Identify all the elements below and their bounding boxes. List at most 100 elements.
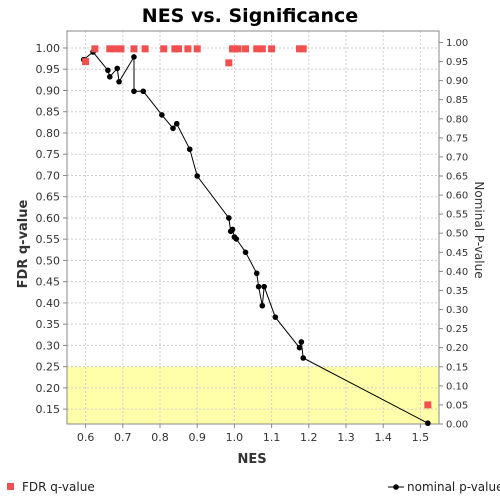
fdr-qvalue-point bbox=[268, 45, 276, 53]
x-tick-label: 0.9 bbox=[188, 431, 206, 444]
nominal-pvalue-point bbox=[226, 215, 232, 221]
nominal-pvalue-point bbox=[229, 226, 236, 233]
nominal-pvalue-point bbox=[272, 314, 279, 320]
plot-area bbox=[66, 30, 440, 427]
y-left-tick-label: 0.30 bbox=[36, 339, 61, 352]
nominal-pvalue-point bbox=[259, 302, 266, 309]
fdr-qvalue-point bbox=[225, 59, 233, 67]
y-left-tick-label: 1.00 bbox=[36, 42, 61, 55]
y-right-tick-label: 0.05 bbox=[446, 400, 468, 411]
fdr-qvalue-point bbox=[253, 45, 261, 53]
legend-label-nominal: nominal p-value bbox=[407, 480, 500, 494]
legend-item-fdr: FDR q-value bbox=[7, 480, 95, 494]
grid-lines bbox=[67, 31, 439, 424]
significance-band bbox=[67, 366, 439, 424]
y-axis-right-label: Nominal P-value bbox=[472, 181, 486, 278]
y-right-tick-label: 0.45 bbox=[446, 248, 468, 259]
x-tick-label: 0.8 bbox=[151, 431, 169, 444]
x-tick-label: 0.6 bbox=[77, 431, 95, 444]
x-tick-label: 0.7 bbox=[114, 431, 132, 444]
y-right-tick-label: 0.20 bbox=[446, 343, 468, 354]
y-right-tick-label: 1.00 bbox=[446, 38, 468, 49]
nominal-pvalue-point bbox=[106, 73, 113, 80]
nominal-pvalue-point bbox=[114, 65, 121, 72]
nominal-pvalue-point bbox=[253, 270, 260, 277]
y-right-tick-label: 0.95 bbox=[446, 57, 468, 68]
y-right-tick-label: 0.40 bbox=[446, 267, 468, 278]
y-right-tick-label: 0.65 bbox=[446, 171, 468, 182]
legend-circle-marker bbox=[393, 484, 399, 490]
nominal-pvalue-point bbox=[116, 78, 122, 85]
plot-border bbox=[66, 30, 440, 425]
y-left-tick-label: 0.15 bbox=[36, 403, 61, 416]
fdr-qvalue-point bbox=[117, 45, 125, 53]
fdr-qvalue-point bbox=[106, 45, 114, 53]
nominal-pvalue-point bbox=[298, 339, 305, 345]
y-right-tick-label: 0.75 bbox=[446, 133, 468, 144]
y-left-tick-label: 0.55 bbox=[36, 233, 61, 246]
x-axis-label: NES bbox=[237, 452, 266, 467]
nominal-pvalue-point bbox=[296, 344, 303, 351]
nominal-pvalue-point bbox=[242, 249, 249, 256]
fdr-qvalue-point bbox=[141, 45, 149, 53]
y-right-tick-label: 0.30 bbox=[446, 305, 468, 316]
y-left-tick-label: 0.70 bbox=[36, 169, 61, 182]
y-left-tick-label: 0.50 bbox=[36, 254, 61, 267]
y-right-tick-label: 0.35 bbox=[446, 286, 468, 297]
y-left-tick-label: 0.45 bbox=[36, 276, 61, 289]
y-left-tick-label: 0.35 bbox=[36, 318, 61, 331]
fdr-qvalue-point bbox=[424, 401, 432, 409]
x-tick-label: 1.4 bbox=[374, 431, 392, 444]
legend-label-fdr: FDR q-value bbox=[22, 480, 95, 494]
y-left-tick-label: 0.40 bbox=[36, 297, 61, 310]
nominal-pvalue-point bbox=[131, 88, 137, 95]
nominal-pvalue-point bbox=[300, 355, 307, 361]
nominal-pvalue-point bbox=[105, 67, 111, 74]
nominal-pvalue-point bbox=[261, 283, 267, 290]
x-tick-label: 1.1 bbox=[263, 431, 281, 444]
legend-square-marker bbox=[7, 483, 14, 490]
nominal-pvalue-point bbox=[131, 54, 137, 60]
fdr-qvalue-point bbox=[171, 45, 179, 53]
nominal-pvalue-point bbox=[140, 88, 147, 95]
nominal-pvalue-point bbox=[233, 236, 240, 242]
fdr-qvalue-point bbox=[296, 45, 303, 53]
y-axis-right: 0.00 0.05 0.10 0.15 0.20 0.25 0.30 0.35 0.40 0.45… bbox=[439, 38, 468, 431]
y-left-tick-label: 0.65 bbox=[36, 191, 61, 204]
y-axis-left-label: FDR q-value bbox=[16, 199, 31, 288]
fdr-qvalue-point bbox=[230, 45, 238, 53]
nominal-pvalue-point bbox=[173, 120, 180, 127]
fdr-qvalue-point bbox=[130, 45, 138, 53]
fdr-qvalue-point bbox=[299, 45, 307, 53]
y-left-tick-label: 0.75 bbox=[36, 148, 61, 161]
y-left-tick-label: 0.20 bbox=[36, 382, 61, 395]
nominal-pvalue-point bbox=[194, 173, 200, 179]
y-right-tick-label: 0.60 bbox=[446, 191, 468, 202]
x-tick-label: 1.5 bbox=[412, 431, 430, 444]
fdr-qvalue-point bbox=[193, 45, 201, 53]
y-right-tick-label: 0.10 bbox=[446, 381, 468, 392]
fdr-qvalue-point bbox=[258, 45, 266, 53]
fdr-qvalue-point bbox=[175, 45, 183, 53]
fdr-qvalue-point bbox=[160, 45, 168, 53]
nominal-pvalue-point bbox=[255, 283, 262, 290]
plot-background bbox=[67, 31, 439, 424]
fdr-qvalue-point bbox=[111, 45, 119, 53]
y-axis-left: 0.15 0.20 0.25 0.30 0.35 0.40 0.45 0.50 0.55 0.60… bbox=[36, 42, 67, 416]
chart-title: NES vs. Significance bbox=[142, 5, 358, 27]
y-left-tick-label: 0.90 bbox=[36, 84, 61, 97]
nominal-pvalue-point bbox=[170, 125, 176, 132]
fdr-qvalue-point bbox=[184, 45, 192, 53]
nominal-pvalue-point bbox=[159, 112, 165, 118]
x-axis: 0.6 0.7 0.8 0.9 1.0 1.1 1.2 1.3 1.4 1.5 bbox=[77, 424, 429, 444]
y-right-tick-label: 0.50 bbox=[446, 229, 468, 240]
legend: FDR q-value nominal p-value bbox=[7, 480, 500, 494]
x-tick-label: 1.0 bbox=[226, 431, 244, 444]
y-right-tick-label: 0.15 bbox=[446, 362, 468, 373]
y-left-tick-label: 0.95 bbox=[36, 63, 61, 76]
y-left-tick-label: 0.85 bbox=[36, 106, 61, 119]
nominal-pvalue-point bbox=[186, 146, 193, 153]
y-right-tick-label: 0.85 bbox=[446, 95, 468, 106]
y-left-tick-label: 0.25 bbox=[36, 361, 61, 374]
